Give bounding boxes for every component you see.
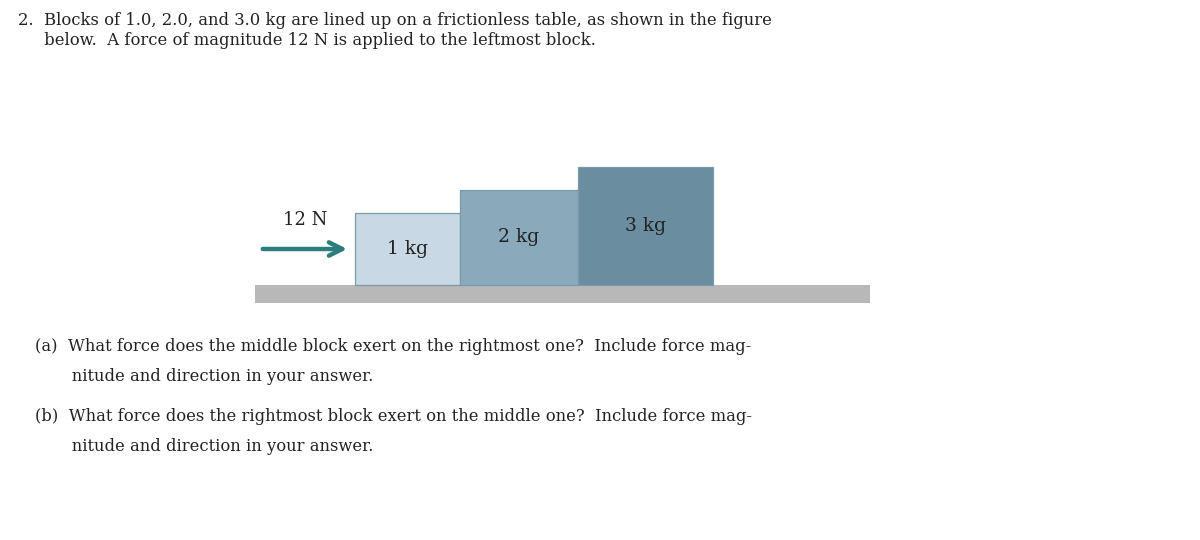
Bar — [254, 285, 870, 303]
Text: 1 kg: 1 kg — [386, 240, 428, 258]
Bar — [460, 190, 578, 285]
Text: 12 N: 12 N — [283, 211, 328, 229]
Text: nitude and direction in your answer.: nitude and direction in your answer. — [35, 368, 373, 385]
Text: (b)  What force does the rightmost block exert on the middle one?  Include force: (b) What force does the rightmost block … — [35, 408, 752, 425]
Text: 2.  Blocks of 1.0, 2.0, and 3.0 kg are lined up on a frictionless table, as show: 2. Blocks of 1.0, 2.0, and 3.0 kg are li… — [18, 12, 772, 29]
Text: nitude and direction in your answer.: nitude and direction in your answer. — [35, 438, 373, 455]
Text: (a)  What force does the middle block exert on the rightmost one?  Include force: (a) What force does the middle block exe… — [35, 338, 751, 355]
Text: 2 kg: 2 kg — [498, 228, 540, 246]
Text: 3 kg: 3 kg — [625, 217, 666, 235]
Bar — [355, 213, 460, 285]
Text: below.  A force of magnitude 12 N is applied to the leftmost block.: below. A force of magnitude 12 N is appl… — [18, 32, 596, 49]
Bar — [578, 167, 713, 285]
